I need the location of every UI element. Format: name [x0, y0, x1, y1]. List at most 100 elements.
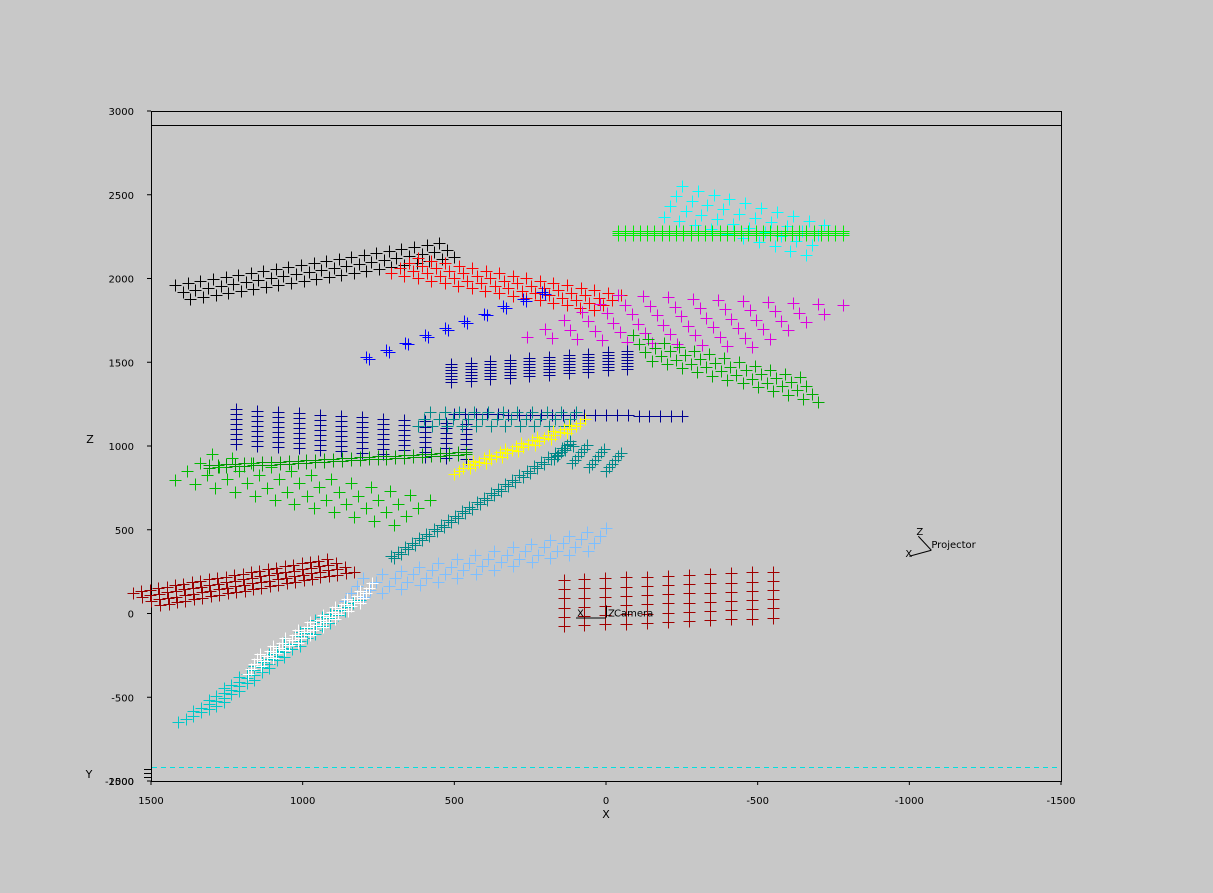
plus-marker: [516, 285, 529, 298]
plus-marker: [669, 301, 682, 314]
marker-series-10: [448, 408, 689, 423]
plus-marker: [449, 510, 462, 523]
plus-marker: [639, 346, 652, 359]
plus-marker: [209, 482, 222, 495]
plus-marker: [559, 444, 572, 457]
plus-marker: [448, 408, 461, 421]
plus-marker: [288, 565, 301, 578]
plus-marker: [340, 498, 353, 511]
plus-marker: [510, 440, 523, 453]
plus-marker: [706, 370, 719, 383]
plus-marker: [771, 206, 784, 219]
plus-marker: [461, 275, 474, 288]
plus-marker: [127, 587, 140, 600]
plus-marker: [317, 621, 330, 634]
plus-marker: [202, 282, 215, 295]
plus-marker: [376, 568, 389, 581]
plus-marker: [534, 413, 547, 426]
plus-marker: [686, 195, 699, 208]
plus-marker: [412, 502, 425, 515]
plus-marker: [589, 409, 602, 422]
plus-marker: [241, 477, 254, 490]
plus-marker: [511, 277, 524, 290]
plus-marker: [179, 589, 192, 602]
plus-marker: [412, 420, 425, 433]
plus-marker: [313, 560, 326, 573]
plus-marker: [204, 585, 217, 598]
plus-marker: [539, 323, 552, 336]
plus-marker: [308, 502, 321, 515]
plus-marker: [709, 357, 722, 370]
plus-marker: [701, 199, 714, 212]
plus-marker: [451, 553, 464, 566]
plus-marker: [800, 316, 813, 329]
plus-marker: [478, 492, 491, 505]
plus-marker: [525, 538, 538, 551]
z-tick-label: 500: [115, 526, 134, 537]
plus-marker: [750, 314, 763, 327]
plus-marker: [251, 653, 264, 666]
plus-marker: [345, 452, 358, 465]
plus-marker: [162, 592, 175, 605]
projector-label: Projector: [931, 540, 976, 551]
plus-marker: [502, 282, 515, 295]
plus-marker: [683, 615, 696, 628]
plus-marker: [670, 354, 683, 367]
plus-marker: [392, 498, 405, 511]
plus-marker: [421, 267, 434, 280]
plus-marker: [249, 490, 262, 503]
x-tick-label: -1500: [1046, 796, 1075, 807]
plus-marker: [181, 465, 194, 478]
plus-marker: [448, 251, 461, 264]
plus-marker: [787, 297, 800, 310]
marker-series-7: [445, 345, 634, 389]
plus-marker: [163, 598, 176, 611]
plus-marker: [492, 408, 505, 421]
plus-marker: [352, 490, 365, 503]
plus-marker: [561, 279, 574, 292]
x-tick-label: 500: [445, 796, 464, 807]
plus-marker: [753, 236, 766, 249]
plus-marker: [145, 595, 158, 608]
plus-marker: [488, 564, 501, 577]
plus-marker: [335, 269, 348, 282]
plus-marker: [363, 451, 376, 464]
plus-marker: [575, 533, 588, 546]
plus-marker: [544, 552, 557, 565]
plus-marker: [523, 352, 536, 365]
plus-marker: [657, 319, 670, 332]
plus-marker: [320, 255, 333, 268]
plus-marker: [169, 279, 182, 292]
plus-marker: [749, 212, 762, 225]
plus-marker: [775, 315, 788, 328]
y-axis-tick-label: 2500: [109, 777, 134, 788]
plus-marker: [178, 583, 191, 596]
plus-marker: [265, 272, 278, 285]
plus-marker: [423, 530, 436, 543]
plus-marker: [509, 476, 522, 489]
plus-marker: [365, 256, 378, 269]
marker-series-3: [360, 286, 552, 366]
plus-marker: [389, 450, 402, 463]
plus-marker: [273, 473, 286, 486]
plus-marker: [515, 437, 528, 450]
plus-marker: [314, 566, 327, 579]
plus-marker: [596, 334, 609, 347]
plus-marker: [360, 351, 373, 364]
plus-marker: [201, 469, 214, 482]
plus-marker: [152, 582, 165, 595]
plus-marker: [189, 284, 202, 297]
plus-marker: [254, 648, 267, 661]
plus-marker: [213, 583, 226, 596]
plus-marker: [433, 413, 446, 426]
marker-series-1: [169, 237, 461, 306]
plus-marker: [432, 576, 445, 589]
plus-marker: [740, 364, 753, 377]
plus-marker: [161, 581, 174, 594]
camera-label: Camera: [614, 609, 653, 620]
plus-marker: [321, 553, 334, 566]
plus-marker: [383, 346, 396, 359]
plus-marker: [182, 277, 195, 290]
plus-marker: [338, 598, 351, 611]
plus-marker: [764, 364, 777, 377]
